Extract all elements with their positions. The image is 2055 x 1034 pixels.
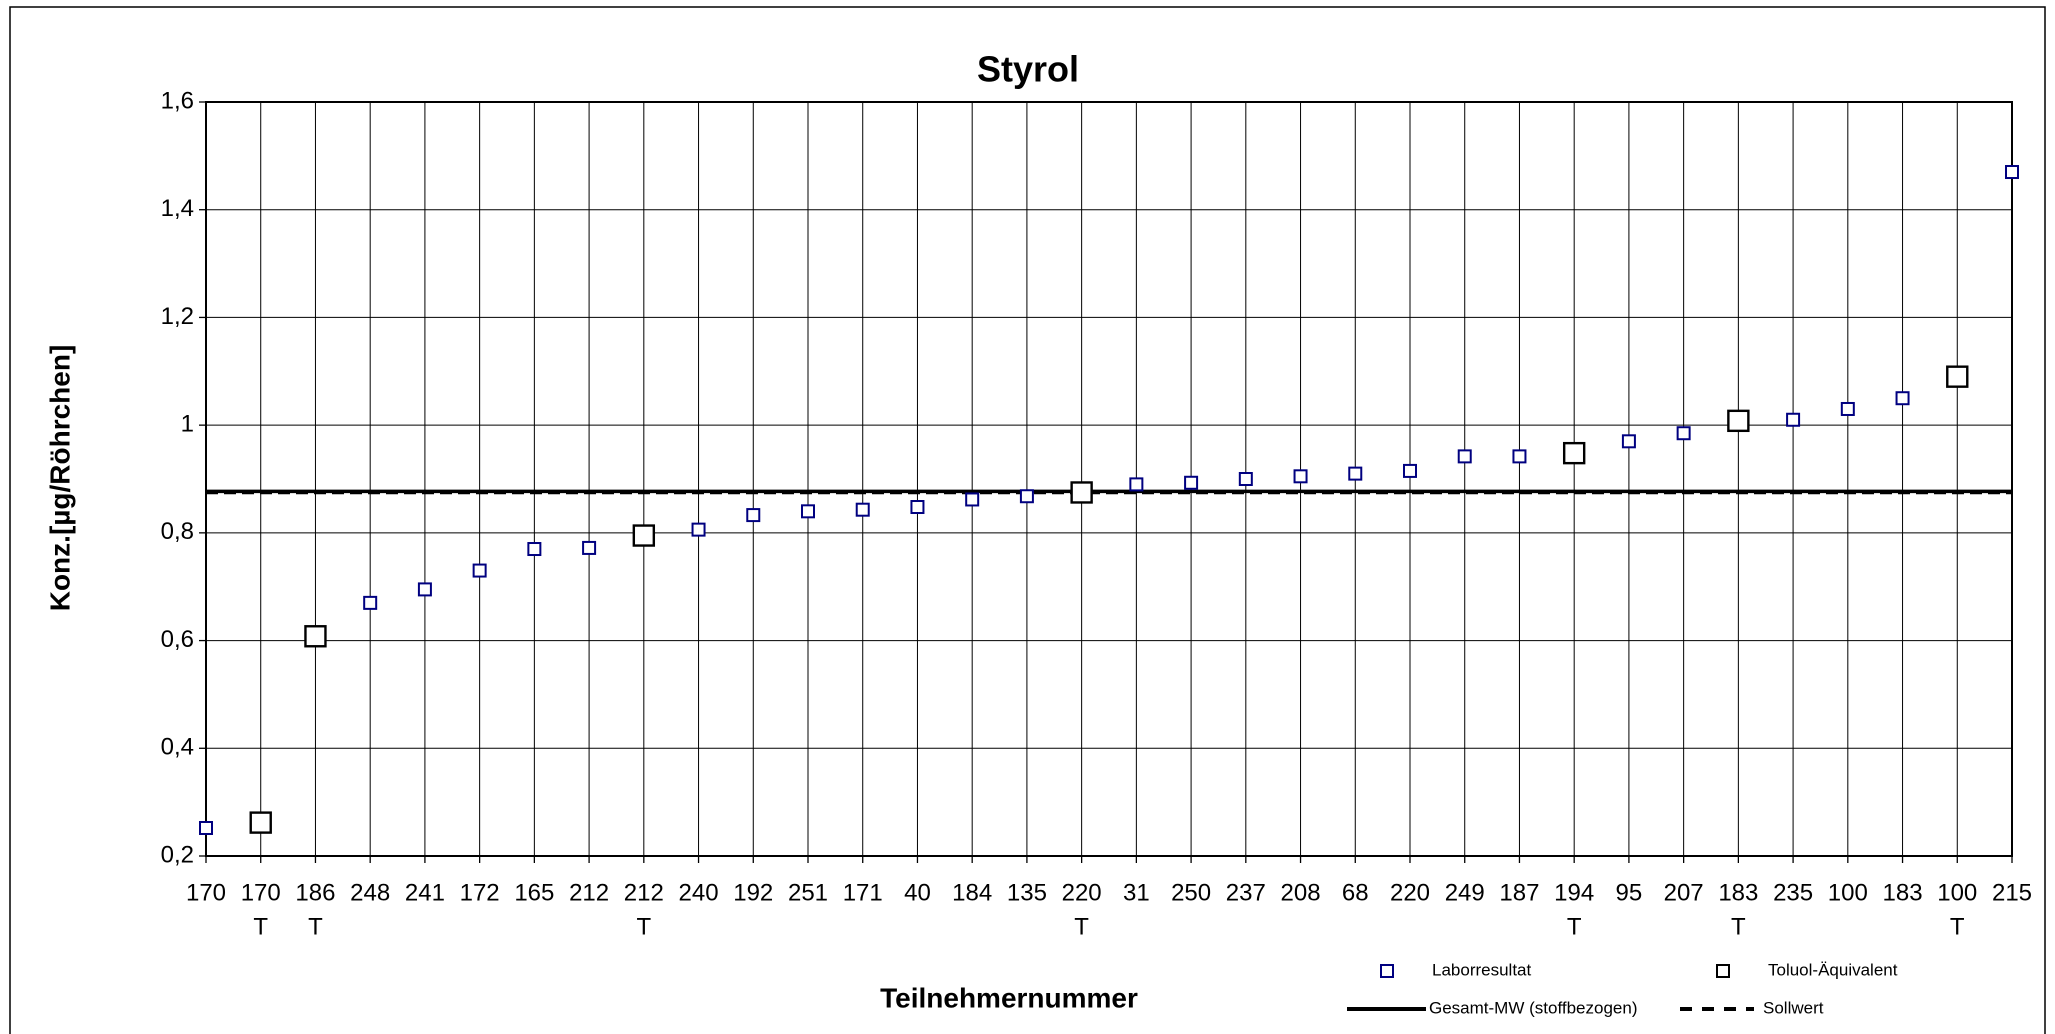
- x-tick-label: 208: [1281, 879, 1321, 906]
- data-point: [1019, 489, 1034, 504]
- x-tick-label: 220: [1062, 879, 1102, 906]
- data-point: [910, 500, 925, 515]
- x-tick-label: 235: [1773, 879, 1813, 906]
- x-tick-label: 40: [904, 879, 931, 906]
- x-tick-label: 220: [1390, 879, 1430, 906]
- x-axis-title: Teilnehmernummer: [880, 982, 1138, 1013]
- data-point: [1293, 469, 1308, 484]
- x-tick-sublabel: T: [1567, 913, 1582, 940]
- data-point: [249, 811, 272, 834]
- x-tick-label: 215: [1992, 879, 2032, 906]
- x-tick-label: 186: [295, 879, 335, 906]
- x-tick-label: 170: [241, 879, 281, 906]
- x-tick-sublabel: T: [253, 913, 268, 940]
- data-point: [1946, 365, 1969, 388]
- data-point: [1070, 481, 1093, 504]
- data-point: [746, 508, 761, 523]
- data-point: [1348, 466, 1363, 481]
- y-tick-label: 0,2: [161, 841, 194, 868]
- data-point: [1562, 441, 1586, 465]
- legend-label: Laborresultat: [1432, 960, 1532, 979]
- data-point: [1727, 409, 1750, 433]
- x-tick-label: 165: [514, 879, 554, 906]
- x-tick-label: 241: [405, 879, 445, 906]
- y-tick-label: 1,2: [161, 303, 194, 330]
- y-tick-label: 1,4: [161, 195, 194, 222]
- x-tick-label: 135: [1007, 879, 1047, 906]
- y-tick-label: 0,4: [161, 734, 194, 761]
- x-tick-sublabel: T: [1950, 913, 1965, 940]
- data-point: [1895, 391, 1910, 406]
- legend-label: Sollwert: [1763, 998, 1824, 1017]
- y-tick-label: 1,6: [161, 87, 194, 114]
- y-tick-label: 0,8: [161, 518, 194, 545]
- x-tick-label: 172: [460, 879, 500, 906]
- x-tick-label: 251: [788, 879, 828, 906]
- plot-frame: [205, 101, 2013, 857]
- data-point: [304, 625, 327, 648]
- data-point: [1238, 472, 1253, 486]
- data-point: [1184, 475, 1199, 490]
- data-point: [1840, 401, 1855, 416]
- x-tick-sublabel: T: [308, 913, 323, 940]
- data-point: [2005, 165, 2019, 180]
- x-tick-label: 100: [1937, 879, 1977, 906]
- x-tick-label: 248: [350, 879, 390, 906]
- x-tick-label: 187: [1499, 879, 1539, 906]
- x-tick-sublabel: T: [636, 913, 651, 940]
- data-point: [855, 502, 870, 517]
- data-point: [363, 595, 378, 610]
- y-axis-title: Konz.[µg/Röhrchen]: [44, 345, 75, 612]
- x-tick-label: 100: [1828, 879, 1868, 906]
- x-tick-sublabel: T: [1731, 913, 1746, 940]
- x-tick-label: 212: [624, 879, 664, 906]
- x-tick-label: 212: [569, 879, 609, 906]
- data-point: [1457, 449, 1472, 464]
- legend-marker: [1380, 964, 1394, 978]
- x-tick-label: 68: [1342, 879, 1369, 906]
- data-point: [527, 542, 542, 557]
- data-point: [1786, 412, 1801, 427]
- x-tick-label: 240: [679, 879, 719, 906]
- y-tick-label: 0,6: [161, 626, 194, 653]
- x-tick-label: 171: [843, 879, 883, 906]
- x-tick-label: 237: [1226, 879, 1266, 906]
- x-tick-label: 183: [1883, 879, 1923, 906]
- x-tick-sublabel: T: [1074, 913, 1089, 940]
- x-tick-label: 184: [952, 879, 992, 906]
- data-point: [582, 540, 597, 555]
- data-point: [801, 504, 815, 519]
- data-point: [472, 563, 487, 578]
- data-point: [1403, 463, 1417, 478]
- x-tick-label: 170: [186, 879, 226, 906]
- x-tick-label: 207: [1664, 879, 1704, 906]
- x-tick-label: 31: [1123, 879, 1150, 906]
- chart-title: Styrol: [977, 49, 1079, 90]
- x-tick-label: 249: [1445, 879, 1485, 906]
- data-point: [1129, 477, 1144, 492]
- x-tick-label: 250: [1171, 879, 1211, 906]
- data-point: [691, 522, 706, 537]
- data-point: [199, 820, 213, 835]
- data-point: [417, 582, 432, 597]
- data-point: [1676, 426, 1691, 441]
- y-tick-label: 1: [181, 410, 194, 437]
- data-point: [1512, 449, 1527, 464]
- x-tick-label: 192: [733, 879, 773, 906]
- legend-label: Gesamt-MW (stoffbezogen): [1429, 998, 1637, 1017]
- legend-label: Toluol-Äquivalent: [1768, 960, 1898, 979]
- x-tick-label: 95: [1616, 879, 1643, 906]
- legend-marker: [1716, 964, 1730, 978]
- data-point: [965, 492, 980, 507]
- data-point: [632, 524, 656, 547]
- data-point: [1621, 434, 1636, 449]
- x-tick-label: 194: [1554, 879, 1594, 906]
- x-tick-label: 183: [1718, 879, 1758, 906]
